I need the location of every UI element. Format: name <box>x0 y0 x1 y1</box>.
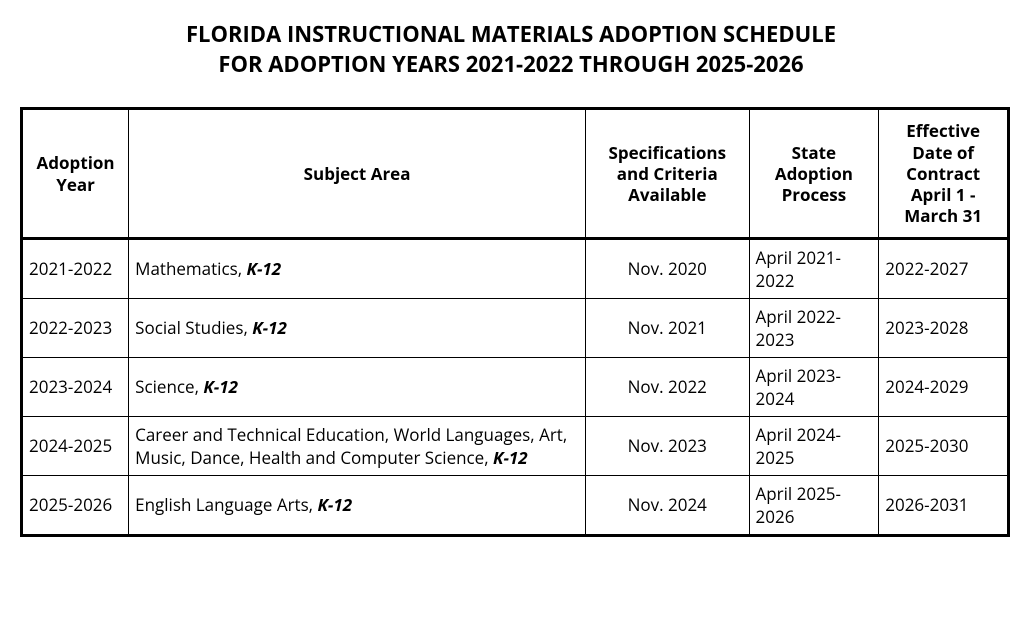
cell-subject-area: Science, K-12 <box>129 357 586 416</box>
cell-process: April 2024-2025 <box>749 416 879 475</box>
table-row: 2021-2022 Mathematics, K-12 Nov. 2020 Ap… <box>22 238 1009 298</box>
cell-specs: Nov. 2020 <box>585 238 749 298</box>
col-header-subject-area: Subject Area <box>129 109 586 238</box>
cell-specs: Nov. 2022 <box>585 357 749 416</box>
cell-subject-area: Career and Technical Education, World La… <box>129 416 586 475</box>
subject-prefix: Science, <box>135 375 203 398</box>
cell-adoption-year: 2022-2023 <box>22 298 129 357</box>
subject-grade: K-12 <box>493 446 528 469</box>
cell-effective: 2024-2029 <box>879 357 1009 416</box>
subject-grade: K-12 <box>252 316 287 339</box>
table-row: 2022-2023 Social Studies, K-12 Nov. 2021… <box>22 298 1009 357</box>
cell-adoption-year: 2023-2024 <box>22 357 129 416</box>
cell-adoption-year: 2024-2025 <box>22 416 129 475</box>
subject-grade: K-12 <box>203 375 238 398</box>
cell-subject-area: Mathematics, K-12 <box>129 238 586 298</box>
col-header-process: State Adoption Process <box>749 109 879 238</box>
cell-adoption-year: 2025-2026 <box>22 475 129 535</box>
subject-prefix: Social Studies, <box>135 316 252 339</box>
col-header-specs: Specifications and Criteria Available <box>585 109 749 238</box>
table-header-row: Adoption Year Subject Area Specification… <box>22 109 1009 238</box>
cell-effective: 2025-2030 <box>879 416 1009 475</box>
page-title: FLORIDA INSTRUCTIONAL MATERIALS ADOPTION… <box>61 20 961 79</box>
cell-specs: Nov. 2023 <box>585 416 749 475</box>
cell-subject-area: Social Studies, K-12 <box>129 298 586 357</box>
table-row: 2024-2025 Career and Technical Education… <box>22 416 1009 475</box>
col-header-effective: Effective Date of Contract April 1 - Mar… <box>879 109 1009 238</box>
subject-prefix: Mathematics, <box>135 257 246 280</box>
cell-process: April 2023-2024 <box>749 357 879 416</box>
subject-grade: K-12 <box>247 257 282 280</box>
cell-effective: 2022-2027 <box>879 238 1009 298</box>
adoption-schedule-table: Adoption Year Subject Area Specification… <box>20 107 1010 536</box>
cell-specs: Nov. 2024 <box>585 475 749 535</box>
cell-effective: 2026-2031 <box>879 475 1009 535</box>
subject-prefix: English Language Arts, <box>135 493 317 516</box>
cell-specs: Nov. 2021 <box>585 298 749 357</box>
cell-process: April 2021-2022 <box>749 238 879 298</box>
cell-subject-area: English Language Arts, K-12 <box>129 475 586 535</box>
cell-adoption-year: 2021-2022 <box>22 238 129 298</box>
title-line-1: FLORIDA INSTRUCTIONAL MATERIALS ADOPTION… <box>186 19 836 49</box>
subject-grade: K-12 <box>318 493 353 516</box>
cell-process: April 2025-2026 <box>749 475 879 535</box>
table-row: 2023-2024 Science, K-12 Nov. 2022 April … <box>22 357 1009 416</box>
cell-effective: 2023-2028 <box>879 298 1009 357</box>
cell-process: April 2022-2023 <box>749 298 879 357</box>
table-row: 2025-2026 English Language Arts, K-12 No… <box>22 475 1009 535</box>
col-header-adoption-year: Adoption Year <box>22 109 129 238</box>
title-line-2: FOR ADOPTION YEARS 2021-2022 THROUGH 202… <box>218 49 803 79</box>
